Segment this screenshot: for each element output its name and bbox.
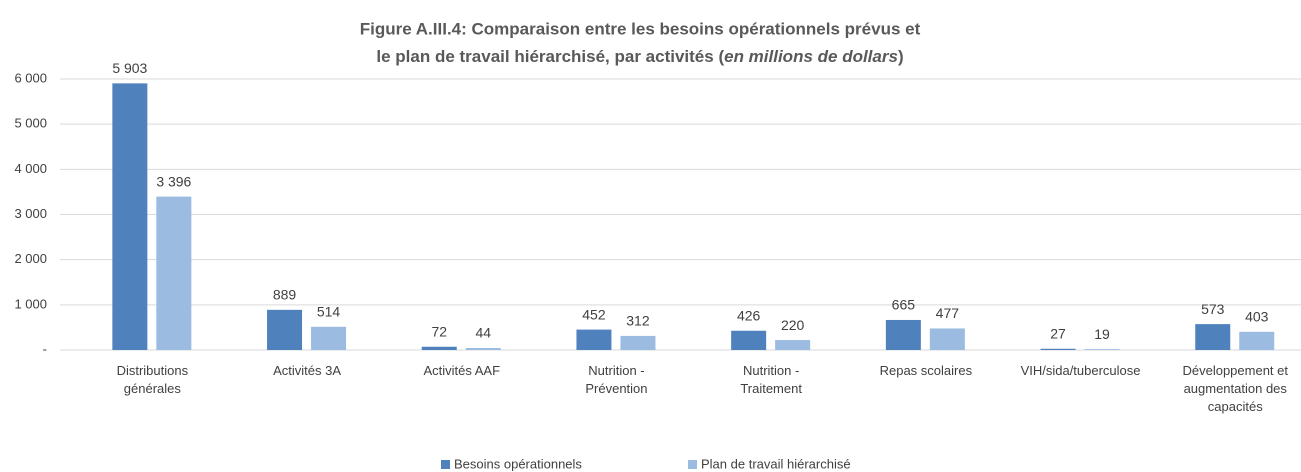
x-tick-line: Développement et: [1182, 363, 1288, 378]
legend-label: Plan de travail hiérarchisé: [701, 456, 851, 471]
x-tick-label: Activités 3A: [273, 363, 341, 378]
bar: [311, 326, 347, 350]
data-label: 3 396: [156, 173, 191, 189]
y-tick-label: 6 000: [14, 70, 47, 85]
data-label: 573: [1201, 301, 1225, 317]
bar: [156, 196, 192, 350]
y-tick-label: 2 000: [14, 251, 47, 266]
y-tick-label: 1 000: [14, 296, 47, 311]
title-part: le plan de travail hiérarchisé, par acti…: [376, 47, 724, 66]
data-label: 19: [1094, 326, 1110, 342]
bar: [465, 348, 501, 350]
y-tick-label: -: [43, 341, 47, 356]
x-tick-label: Nutrition - Prévention: [585, 363, 647, 396]
x-tick-line: Prévention: [585, 381, 647, 396]
y-tick-label: 3 000: [14, 206, 47, 221]
x-tick-label: Repas scolaires: [880, 363, 973, 378]
data-label: 44: [475, 325, 491, 341]
x-tick-label: Nutrition - Traitement: [740, 363, 802, 396]
x-tick-line: Nutrition -: [588, 363, 644, 378]
legend-swatch: [688, 460, 697, 469]
data-label: 514: [317, 303, 341, 319]
legend-swatch: [441, 460, 450, 469]
x-tick-line: Nutrition -: [743, 363, 799, 378]
x-tick-line: générales: [124, 381, 182, 396]
data-label: 426: [737, 307, 761, 323]
x-tick-line: VIH/sida/tuberculose: [1021, 363, 1141, 378]
data-label: 889: [273, 287, 297, 303]
x-tick-line: Repas scolaires: [880, 363, 973, 378]
x-tick-label: Développement et augmentation des capacité…: [1182, 363, 1288, 414]
x-tick-line: Activités AAF: [423, 363, 500, 378]
bar: [1239, 331, 1275, 350]
legend-label: Besoins opérationnels: [454, 456, 582, 471]
bar: [1195, 324, 1231, 350]
y-tick-label: 4 000: [14, 161, 47, 176]
bar: [1084, 349, 1120, 350]
data-label: 452: [582, 306, 606, 322]
bar: [421, 346, 457, 350]
x-tick-label: Activités AAF: [423, 363, 500, 378]
data-label: 477: [936, 305, 960, 321]
x-tick-line: Traitement: [740, 381, 802, 396]
data-label: 312: [626, 313, 650, 329]
y-tick-label: 5 000: [14, 116, 47, 131]
data-label: 27: [1050, 325, 1066, 341]
x-tick-label: VIH/sida/tuberculose: [1021, 363, 1141, 378]
bar: [731, 330, 767, 350]
data-label: 403: [1245, 309, 1269, 325]
x-tick-label: Distributions générales: [117, 363, 189, 396]
x-tick-line: Activités 3A: [273, 363, 341, 378]
bar: [885, 319, 921, 350]
bar: [775, 340, 811, 350]
x-tick-line: Distributions: [117, 363, 189, 378]
data-label: 665: [892, 297, 916, 313]
bar: [112, 83, 148, 350]
bar: [929, 328, 965, 350]
x-tick-line: augmentation des: [1184, 381, 1288, 396]
bar: [267, 309, 303, 350]
data-label: 5 903: [112, 60, 147, 76]
x-tick-line: capacités: [1208, 399, 1263, 414]
bar: [1040, 348, 1076, 350]
bar: [620, 335, 656, 350]
title-part: en millions de dollars: [724, 47, 898, 66]
bar: [576, 329, 612, 350]
title-part: ): [898, 47, 904, 66]
data-label: 220: [781, 317, 805, 333]
data-label: 72: [431, 323, 447, 339]
chart-title-line: le plan de travail hiérarchisé, par acti…: [376, 47, 903, 66]
chart-title: Figure A.III.4: Comparaison entre les be…: [360, 19, 921, 38]
